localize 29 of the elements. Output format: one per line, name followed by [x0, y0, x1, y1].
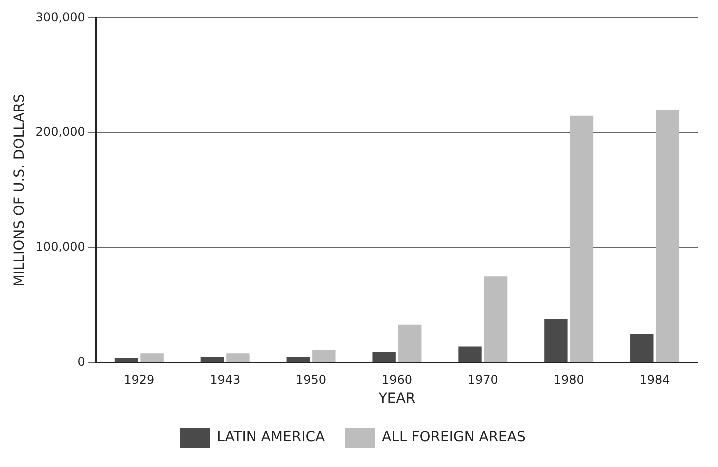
bar — [656, 110, 680, 362]
bar — [544, 319, 568, 362]
x-tick-label: 1943 — [210, 373, 241, 388]
bar — [398, 324, 422, 362]
bar — [630, 334, 654, 362]
y-tick-label: 100,000 — [36, 240, 86, 254]
x-axis-title: YEAR — [378, 391, 416, 408]
x-tick-label: 1950 — [296, 373, 327, 388]
y-tick-label: 200,000 — [36, 125, 86, 140]
bar — [226, 354, 250, 362]
legend-label: LATIN AMERICA — [217, 430, 326, 446]
bar — [286, 357, 310, 362]
bar — [140, 354, 164, 362]
x-tick-label: 1929 — [124, 373, 155, 388]
y-axis-title: MILLIONS OF U.S. DOLLARS — [12, 94, 28, 287]
x-tick-label: 1984 — [640, 373, 670, 388]
bar — [114, 358, 138, 362]
x-tick-label: 1970 — [468, 373, 498, 388]
bar — [458, 346, 482, 362]
x-tick-label: 1980 — [554, 373, 584, 388]
bar — [200, 357, 224, 362]
bar — [372, 352, 396, 362]
bar — [484, 276, 508, 362]
bar — [570, 116, 594, 362]
bar — [312, 350, 336, 362]
legend-label: ALL FOREIGN AREAS — [382, 430, 526, 446]
y-tick-label: 0 — [78, 354, 86, 369]
y-tick-label: 300,000 — [36, 10, 86, 24]
x-tick-label: 1960 — [382, 373, 412, 388]
